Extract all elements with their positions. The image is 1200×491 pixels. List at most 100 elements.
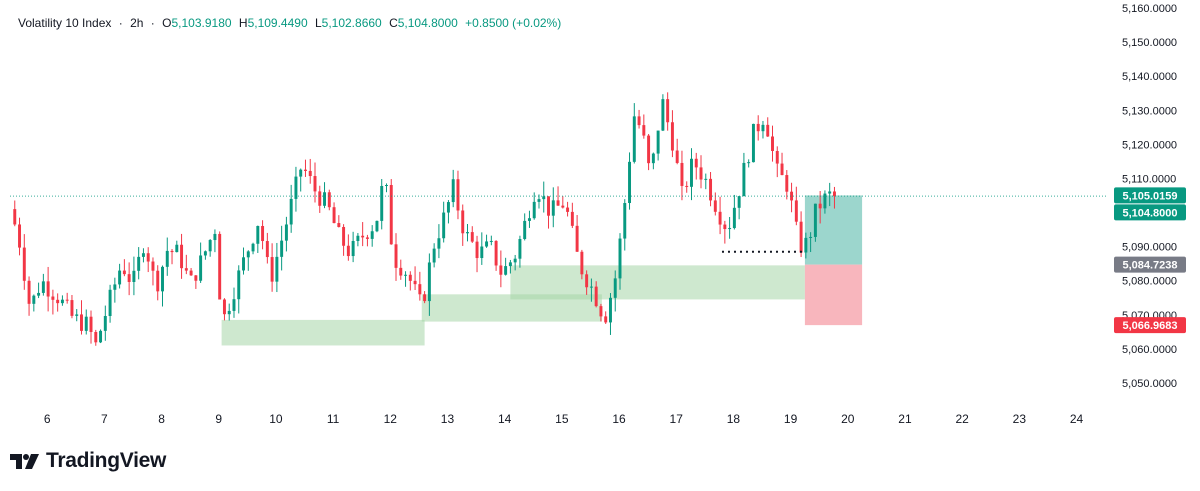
candle-body — [542, 196, 546, 200]
candle-body — [690, 158, 693, 187]
candle-body — [632, 116, 636, 162]
open-value: 5,103.9180 — [171, 16, 232, 30]
low-value: 5,102.8660 — [321, 16, 382, 30]
candle-body — [132, 270, 136, 282]
candle-body — [313, 176, 317, 192]
y-tick-label: 5,160.0000 — [1122, 3, 1177, 15]
candle-body — [280, 240, 284, 257]
time-axis[interactable]: 6 7 8 9 10 11 12 13 14 15 16 17 18 19 20 21 22 23 24 — [44, 412, 1084, 426]
candle-body — [151, 261, 155, 271]
price-tag-label: 5,066.9683 — [1122, 320, 1177, 332]
candle-body — [161, 266, 164, 292]
x-tick-label: 24 — [1070, 412, 1084, 426]
candle-body — [580, 251, 584, 275]
candle-body — [751, 123, 755, 163]
x-tick-label: 7 — [101, 412, 108, 426]
timeframe[interactable]: 2h — [130, 16, 144, 30]
candle-body — [756, 123, 760, 132]
candle-body — [666, 99, 670, 123]
change-value: +0.8500 (+0.02%) — [465, 16, 562, 30]
x-tick-label: 16 — [612, 412, 626, 426]
candle-body — [446, 202, 450, 213]
y-tick-label: 5,130.0000 — [1122, 105, 1177, 117]
candle-body — [585, 274, 589, 288]
candle-body — [337, 223, 341, 227]
candle-body — [323, 192, 327, 206]
candle-body — [566, 207, 570, 212]
high-label: H — [238, 16, 248, 30]
candle-body — [532, 201, 536, 219]
demand-zones — [221, 195, 863, 346]
candle-body — [203, 251, 207, 256]
candle-body — [56, 299, 60, 304]
candle-body — [790, 191, 794, 201]
y-tick-label: 5,150.0000 — [1122, 37, 1177, 49]
candle-body — [308, 170, 312, 177]
brand-name: TradingView — [46, 449, 167, 472]
candle-body — [418, 284, 422, 295]
candle-body — [628, 161, 632, 204]
candle-body — [242, 257, 245, 271]
candle-body — [575, 225, 579, 252]
candle-body — [794, 200, 798, 222]
candle-body — [27, 280, 31, 304]
candle-body — [122, 270, 126, 275]
candle-body — [437, 238, 441, 249]
candle-body — [184, 268, 188, 271]
x-tick-label: 9 — [215, 412, 222, 426]
candle-body — [699, 167, 703, 180]
candlesticks — [13, 92, 836, 346]
candle-body — [728, 228, 732, 230]
candle-body — [508, 262, 512, 267]
candle-body — [127, 274, 131, 282]
candle-body — [265, 241, 269, 258]
candle-body — [527, 218, 531, 221]
candle-body — [423, 294, 427, 302]
candle-body — [442, 212, 446, 239]
x-tick-label: 20 — [841, 412, 855, 426]
x-tick-label: 12 — [384, 412, 398, 426]
y-tick-label: 5,090.0000 — [1122, 242, 1177, 254]
candle-body — [284, 224, 288, 241]
close-label: C — [389, 16, 398, 30]
candle-body — [394, 244, 398, 268]
candle-body — [342, 226, 346, 246]
candle-body — [780, 163, 784, 176]
candle-body — [537, 199, 541, 202]
candle-body — [389, 185, 393, 245]
candle-body — [556, 200, 560, 206]
candle-body — [99, 330, 103, 343]
candle-body — [570, 211, 574, 226]
candle-body — [713, 200, 717, 212]
candle-body — [775, 150, 779, 164]
candle-body — [22, 247, 26, 281]
candle-body — [709, 178, 713, 201]
candle-body — [694, 158, 698, 168]
candle-body — [761, 124, 765, 132]
candle-body — [80, 314, 83, 331]
candle-body — [37, 292, 41, 296]
candle-body — [194, 275, 198, 281]
candle-body — [651, 153, 655, 164]
candle-body — [199, 255, 203, 281]
candle-body — [165, 250, 169, 267]
candle-body — [232, 299, 236, 311]
candle-body — [237, 270, 241, 300]
candle-body — [766, 124, 770, 137]
price-tag — [1114, 317, 1186, 334]
candle-body — [413, 280, 417, 285]
symbol-name[interactable]: Volatility 10 Index — [18, 16, 112, 30]
candle-body — [289, 198, 293, 225]
candle-body — [318, 191, 322, 206]
candle-body — [504, 266, 508, 275]
x-tick-label: 15 — [555, 412, 569, 426]
candle-body — [618, 238, 622, 279]
overlays — [10, 195, 1108, 253]
tradingview-logo[interactable]: TradingView — [10, 449, 166, 473]
candle-body — [332, 207, 336, 224]
x-tick-label: 14 — [498, 412, 512, 426]
candle-body — [222, 299, 226, 315]
candle-body — [60, 299, 64, 304]
low-label: L — [314, 16, 322, 30]
